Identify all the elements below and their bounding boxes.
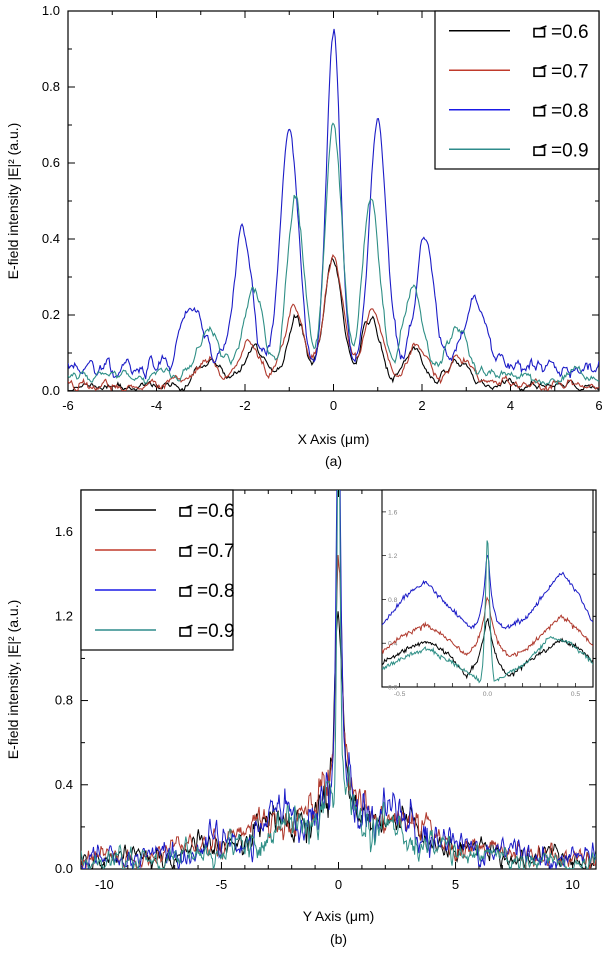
svg-text:E-field intensity |E|² (a.u.): E-field intensity |E|² (a.u.)	[5, 123, 21, 280]
svg-text:0.0: 0.0	[483, 691, 493, 698]
svg-text:=0.7: =0.7	[197, 541, 235, 562]
svg-text:0.6: 0.6	[42, 155, 60, 170]
svg-text:=0.6: =0.6	[197, 501, 235, 522]
svg-text:(b): (b)	[330, 931, 347, 947]
svg-text:-0.5: -0.5	[394, 691, 406, 698]
svg-text:=0.9: =0.9	[197, 621, 235, 642]
svg-text:0: 0	[330, 398, 337, 413]
svg-text:=0.9: =0.9	[551, 140, 589, 161]
svg-text:0.8: 0.8	[388, 597, 398, 604]
svg-text:0.2: 0.2	[42, 307, 60, 322]
svg-text:4: 4	[507, 398, 514, 413]
svg-text:0.4: 0.4	[55, 777, 73, 792]
svg-text:0.0: 0.0	[55, 861, 73, 876]
svg-text:0.5: 0.5	[571, 691, 581, 698]
svg-text:0: 0	[335, 877, 342, 892]
svg-text:=0.7: =0.7	[551, 61, 589, 82]
svg-text:1.0: 1.0	[42, 3, 60, 18]
svg-text:0.4: 0.4	[42, 231, 60, 246]
svg-text:0.8: 0.8	[42, 79, 60, 94]
svg-text:X Axis (μm): X Axis (μm)	[298, 431, 370, 447]
svg-text:E-field intensity, |E|² (a.u.): E-field intensity, |E|² (a.u.)	[5, 600, 21, 760]
svg-text:10: 10	[565, 877, 579, 892]
svg-text:-4: -4	[151, 398, 163, 413]
svg-text:Y Axis (μm): Y Axis (μm)	[303, 908, 375, 924]
svg-text:2: 2	[418, 398, 425, 413]
svg-text:=0.6: =0.6	[551, 22, 589, 43]
svg-text:1.6: 1.6	[55, 524, 73, 539]
svg-text:1.2: 1.2	[388, 553, 398, 560]
svg-text:1.6: 1.6	[388, 509, 398, 516]
svg-text:1.2: 1.2	[55, 608, 73, 623]
svg-text:=0.8: =0.8	[551, 101, 589, 122]
svg-text:-2: -2	[239, 398, 251, 413]
svg-text:-10: -10	[95, 877, 114, 892]
svg-text:6: 6	[595, 398, 602, 413]
svg-text:-5: -5	[216, 877, 228, 892]
svg-text:0.0: 0.0	[42, 383, 60, 398]
svg-text:-6: -6	[62, 398, 74, 413]
svg-text:=0.8: =0.8	[197, 581, 235, 602]
svg-text:0.8: 0.8	[55, 693, 73, 708]
svg-text:5: 5	[452, 877, 459, 892]
svg-text:(a): (a)	[325, 453, 342, 469]
